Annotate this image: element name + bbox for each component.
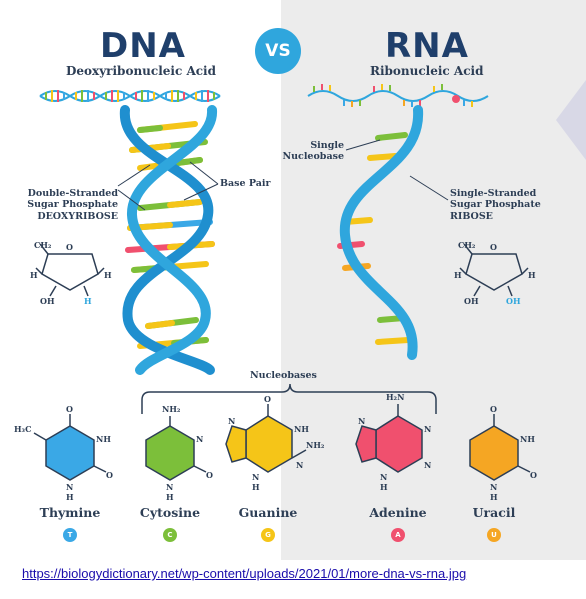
ribose-h-left: H xyxy=(454,270,462,280)
ribose-h-right: H xyxy=(528,270,536,280)
rna-strand-label: Single-Stranded Sugar Phosphate RIBOSE xyxy=(450,188,541,222)
nucleobases-bracket xyxy=(141,383,437,414)
uracil-h: H xyxy=(490,492,498,502)
rna-strand-label-line1: Single-Stranded xyxy=(450,188,537,199)
guanine-badge: G xyxy=(261,528,275,542)
adenine-h2n: H₂N xyxy=(386,392,404,402)
adenine-n-right: N xyxy=(424,424,431,434)
rna-subtitle: Ribonucleic Acid xyxy=(370,64,484,78)
thymine-label: Thymine xyxy=(39,505,101,520)
single-nucleobase-line2: Nucleobase xyxy=(282,151,344,163)
adenine-n-top: N xyxy=(358,416,365,426)
thymine-structure xyxy=(33,414,107,481)
uracil-nh: NH xyxy=(520,434,535,444)
slide-corner-decoration xyxy=(556,80,586,160)
uracil-o-right: O xyxy=(530,470,537,480)
dna-double-helix xyxy=(119,105,217,375)
guanine-n-top: N xyxy=(228,416,235,426)
deoxyribose-structure xyxy=(35,243,105,297)
ribose-oh-highlight: OH xyxy=(506,296,521,306)
guanine-nh2: NH₂ xyxy=(306,440,325,450)
dna-rna-diagram: CH₂ O H H OH H CH₂ O H H OH OH O H₃C NH … xyxy=(14,84,537,502)
cytosine-structure xyxy=(145,416,207,481)
uracil-structure xyxy=(469,414,531,481)
label-pointers xyxy=(117,139,449,211)
ribose-structure xyxy=(459,243,529,297)
cytosine-n: N xyxy=(196,434,203,444)
cytosine-nh2: NH₂ xyxy=(162,404,181,414)
deoxyribose-ch2-label: CH₂ xyxy=(34,240,52,250)
uracil-n: N xyxy=(490,482,497,492)
adenine-n-bottom: N xyxy=(380,472,387,482)
source-link[interactable]: https://biologydictionary.net/wp-content… xyxy=(22,566,467,581)
cytosine-badge: C xyxy=(163,528,177,542)
guanine-h: H xyxy=(252,482,260,492)
uracil-badge: U xyxy=(487,528,501,542)
adenine-h: H xyxy=(380,482,388,492)
adenine-label: Adenine xyxy=(369,505,427,520)
rna-strand-label-line3: RIBOSE xyxy=(450,210,493,222)
guanine-n-bottom: N xyxy=(252,472,259,482)
single-nucleobase-line1: Single xyxy=(310,140,344,151)
guanine-n-right: N xyxy=(296,460,303,470)
guanine-label: Guanine xyxy=(238,505,298,520)
cytosine-n-bottom: N xyxy=(166,482,173,492)
infographic-panel: DNA Deoxyribonucleic Acid VS RNA Ribonuc… xyxy=(14,0,586,560)
deoxyribose-o-label: O xyxy=(66,242,73,252)
deoxyribose-oh-label: OH xyxy=(40,296,55,306)
thymine-badge: T xyxy=(63,528,77,542)
ribose-ch2-label: CH₂ xyxy=(458,240,476,250)
thymine-h: H xyxy=(66,492,74,502)
guanine-structure xyxy=(225,404,307,473)
adenine-badge: A xyxy=(391,528,405,542)
cytosine-label: Cytosine xyxy=(139,505,201,520)
rna-strand-label-line2: Sugar Phosphate xyxy=(450,199,541,211)
deoxyribose-h-left: H xyxy=(30,270,38,280)
nucleobases-label: Nucleobases xyxy=(250,370,317,381)
ribose-oh-left: OH xyxy=(464,296,479,306)
uracil-o-top: O xyxy=(490,404,497,414)
thymine-o-top: O xyxy=(66,404,73,414)
rna-single-helix xyxy=(337,105,424,360)
dna-subtitle: Deoxyribonucleic Acid xyxy=(66,64,217,78)
thymine-nh: NH xyxy=(96,434,111,444)
deoxyribose-h-right: H xyxy=(104,270,112,280)
dna-title: DNA xyxy=(100,26,186,66)
thymine-n: N xyxy=(66,482,73,492)
dna-mini-strand-icon xyxy=(39,90,221,102)
dna-strand-label-line2: Sugar Phosphate xyxy=(27,199,118,211)
guanine-o: O xyxy=(264,394,271,404)
ribose-o-label: O xyxy=(490,242,497,252)
dna-strand-label-line1: Double-Stranded xyxy=(27,188,118,199)
adenine-structure xyxy=(355,404,423,473)
guanine-nh: NH xyxy=(294,424,309,434)
dna-strand-label-line3: DEOXYRIBOSE xyxy=(37,210,118,222)
cytosine-h: H xyxy=(166,492,174,502)
rna-title: RNA xyxy=(385,26,469,66)
adenine-n-lower: N xyxy=(424,460,431,470)
vs-badge: VS xyxy=(255,28,301,74)
thymine-h3c: H₃C xyxy=(14,424,31,434)
rna-mini-strand-icon xyxy=(307,84,489,107)
dna-strand-label: Double-Stranded Sugar Phosphate DEOXYRIB… xyxy=(14,188,118,222)
cytosine-o: O xyxy=(206,470,213,480)
base-pair-label: Base Pair xyxy=(220,178,271,189)
single-nucleobase-label: Single Nucleobase xyxy=(278,140,344,163)
thymine-o-right: O xyxy=(106,470,113,480)
deoxyribose-h-highlight: H xyxy=(84,296,92,306)
uracil-label: Uracil xyxy=(472,505,516,520)
